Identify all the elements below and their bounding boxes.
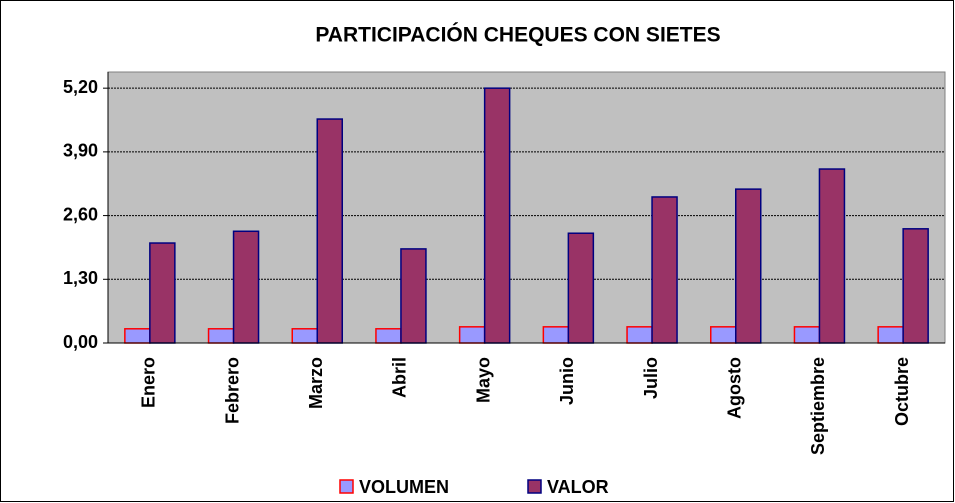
bar — [651, 196, 678, 344]
bar — [232, 230, 260, 344]
bar — [567, 232, 595, 344]
legend-swatch — [527, 479, 542, 494]
bar — [291, 328, 318, 344]
x-tick-label: Septiembre — [808, 357, 828, 455]
bar — [626, 326, 653, 344]
y-tick-label: 1,30 — [63, 268, 98, 288]
x-tick-label: Abril — [390, 357, 410, 398]
x-tick-label: Octubre — [892, 357, 912, 426]
bar — [400, 248, 427, 344]
x-tick-label: Junio — [557, 357, 577, 405]
bar — [207, 328, 235, 344]
x-tick-label: Julio — [641, 357, 661, 399]
y-tick-label: 2,60 — [63, 204, 98, 224]
bar — [124, 328, 151, 344]
bar — [818, 168, 846, 344]
bar — [735, 188, 762, 344]
x-tick-label: Enero — [139, 357, 159, 408]
bar — [710, 326, 737, 344]
y-tick-label: 5,20 — [63, 77, 98, 97]
legend-label: VOLUMEN — [359, 477, 449, 497]
chart-title: PARTICIPACIÓN CHEQUES CON SIETES — [315, 23, 720, 47]
bar — [458, 326, 486, 344]
x-tick-label: Agosto — [725, 357, 745, 419]
bar — [149, 242, 176, 344]
bar — [877, 326, 904, 344]
x-tick-label: Marzo — [306, 357, 326, 409]
bar — [793, 326, 821, 344]
x-tick-label: Febrero — [222, 357, 242, 424]
y-tick-label: 3,90 — [63, 141, 98, 161]
y-tick-label: 0,00 — [63, 332, 98, 352]
bar — [375, 328, 402, 344]
bar — [902, 228, 929, 344]
bar — [316, 118, 343, 344]
legend-swatch — [339, 479, 354, 494]
legend-label: VALOR — [547, 477, 609, 497]
bar — [483, 87, 511, 344]
x-tick-label: Mayo — [473, 357, 493, 403]
bar — [542, 326, 570, 344]
